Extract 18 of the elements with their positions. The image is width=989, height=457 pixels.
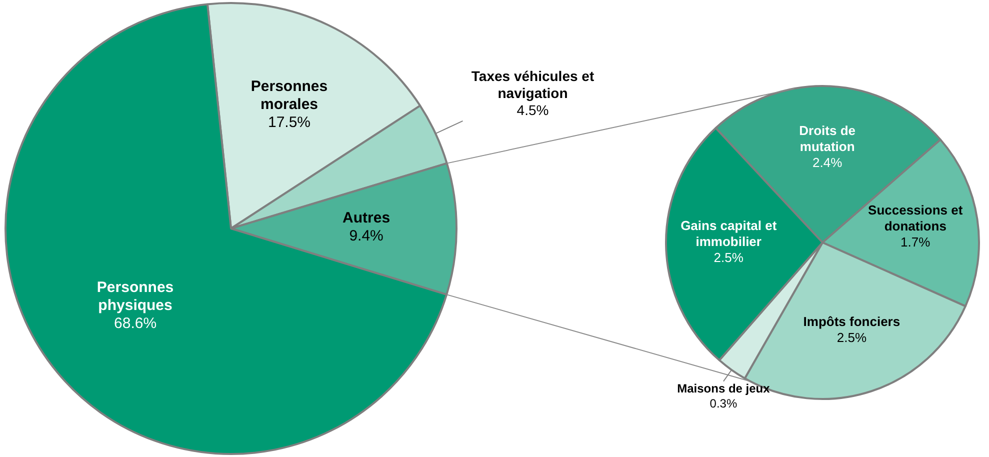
slice-label: Gains capital et immobilier (680, 218, 778, 250)
slice-label: Autres (342, 209, 390, 226)
data-label: 9.4% (349, 227, 384, 244)
slice-label: Taxes véhicules et navigation (471, 68, 594, 101)
data-label: 4.5% (516, 102, 549, 118)
data-label: 17.5% (268, 114, 311, 132)
data-label: 0.3% (710, 396, 738, 411)
slice-label: Personnes physiques (96, 278, 174, 314)
data-label: 2.5% (836, 330, 867, 345)
data-label: 2.5% (714, 250, 744, 266)
slice-label: Maisons de jeux (677, 382, 770, 396)
slice-label: Successions et donations (868, 202, 964, 234)
data-label: 1.7% (900, 234, 931, 250)
slice-label: Personnes morales (250, 78, 328, 114)
slice-label: Droits de mutation (799, 122, 856, 154)
data-label: 2.4% (812, 154, 843, 170)
data-label: 68.6% (114, 314, 157, 332)
slice-label: Impôts fonciers (803, 314, 900, 329)
